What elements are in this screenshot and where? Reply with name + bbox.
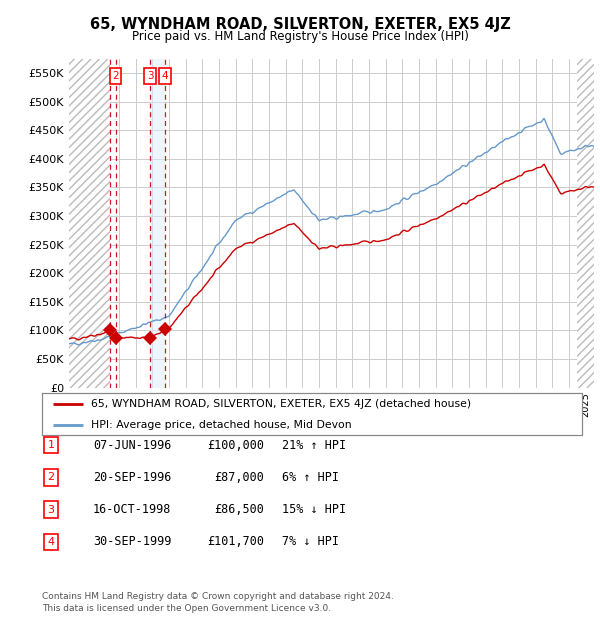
Text: 30-SEP-1999: 30-SEP-1999 [93,536,172,548]
Text: 15% ↓ HPI: 15% ↓ HPI [282,503,346,516]
Text: 16-OCT-1998: 16-OCT-1998 [93,503,172,516]
Text: 4: 4 [47,537,55,547]
Text: 07-JUN-1996: 07-JUN-1996 [93,439,172,451]
Bar [69,59,110,388]
Text: 3: 3 [147,71,154,81]
Text: £100,000: £100,000 [207,439,264,451]
Text: 3: 3 [47,505,55,515]
Text: Contains HM Land Registry data © Crown copyright and database right 2024.
This d: Contains HM Land Registry data © Crown c… [42,591,394,613]
Text: 2: 2 [112,71,119,81]
Text: 6% ↑ HPI: 6% ↑ HPI [282,471,339,484]
Text: 21% ↑ HPI: 21% ↑ HPI [282,439,346,451]
Text: 65, WYNDHAM ROAD, SILVERTON, EXETER, EX5 4JZ: 65, WYNDHAM ROAD, SILVERTON, EXETER, EX5… [89,17,511,32]
Text: 1: 1 [47,440,55,450]
Bar [150,59,165,388]
Text: £101,700: £101,700 [207,536,264,548]
Bar [577,59,594,388]
Text: Price paid vs. HM Land Registry's House Price Index (HPI): Price paid vs. HM Land Registry's House … [131,30,469,43]
Text: HPI: Average price, detached house, Mid Devon: HPI: Average price, detached house, Mid … [91,420,351,430]
Text: 2: 2 [47,472,55,482]
Text: 7% ↓ HPI: 7% ↓ HPI [282,536,339,548]
Text: 65, WYNDHAM ROAD, SILVERTON, EXETER, EX5 4JZ (detached house): 65, WYNDHAM ROAD, SILVERTON, EXETER, EX5… [91,399,471,409]
Text: 20-SEP-1996: 20-SEP-1996 [93,471,172,484]
Text: £87,000: £87,000 [214,471,264,484]
Text: 4: 4 [161,71,168,81]
Text: £86,500: £86,500 [214,503,264,516]
